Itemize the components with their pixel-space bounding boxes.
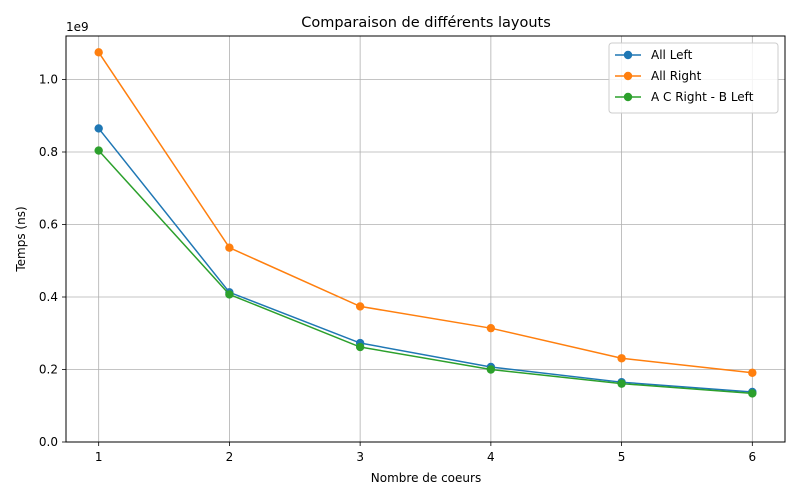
legend-label: All Left <box>651 48 693 62</box>
data-point <box>355 342 365 352</box>
y-tick-label: 0.8 <box>39 145 58 159</box>
series-line <box>98 127 753 393</box>
x-tick-label: 1 <box>95 450 103 464</box>
data-point <box>748 389 757 398</box>
data-point <box>225 290 234 299</box>
x-tick-label: 5 <box>618 450 626 464</box>
y-tick-label: 1.0 <box>39 73 58 87</box>
legend-box <box>608 42 779 114</box>
y-offset-label: 1e9 <box>66 20 89 34</box>
legend-item: A C Right - B Left <box>615 90 754 104</box>
y-tick-label: 0.4 <box>39 290 58 304</box>
y-tick-label: 0.0 <box>39 435 58 449</box>
plot-frame <box>65 35 786 443</box>
y-ticks: 0.0 0.2 0.4 0.6 0.8 1.0 <box>39 73 66 449</box>
x-ticks: 1 2 3 4 5 6 <box>95 442 756 464</box>
data-point <box>225 243 234 252</box>
y-axis-label: Temps (ns) <box>14 206 28 272</box>
legend-item: All Right <box>615 69 702 83</box>
series-line <box>98 150 753 395</box>
series-line <box>98 51 753 374</box>
data-point <box>748 368 757 377</box>
x-tick-label: 2 <box>226 450 234 464</box>
y-tick-label: 0.2 <box>39 363 58 377</box>
x-tick-label: 3 <box>356 450 364 464</box>
legend: All Left All Right A C Right - B Left <box>608 42 779 114</box>
x-tick-label: 4 <box>487 450 495 464</box>
x-tick-label: 6 <box>748 450 756 464</box>
data-point <box>94 124 103 133</box>
data-point <box>486 365 496 374</box>
chart-title: Comparaison de différents layouts <box>301 15 551 31</box>
data-point <box>617 354 626 363</box>
legend-marker <box>623 50 633 60</box>
data-point <box>94 146 103 155</box>
legend-label: All Right <box>651 69 702 83</box>
series <box>94 124 757 397</box>
series <box>94 48 757 377</box>
data-point <box>94 48 103 57</box>
legend-marker <box>623 92 633 102</box>
x-axis-label: Nombre de coeurs <box>371 471 481 485</box>
series-layer <box>94 48 757 398</box>
legend-item: All Left <box>615 48 693 62</box>
series <box>94 146 757 398</box>
data-point <box>486 323 496 333</box>
legend-label: A C Right - B Left <box>651 90 754 104</box>
legend-marker <box>623 71 633 81</box>
data-point <box>355 302 365 311</box>
y-tick-label: 0.6 <box>39 218 58 232</box>
data-point <box>617 379 626 388</box>
